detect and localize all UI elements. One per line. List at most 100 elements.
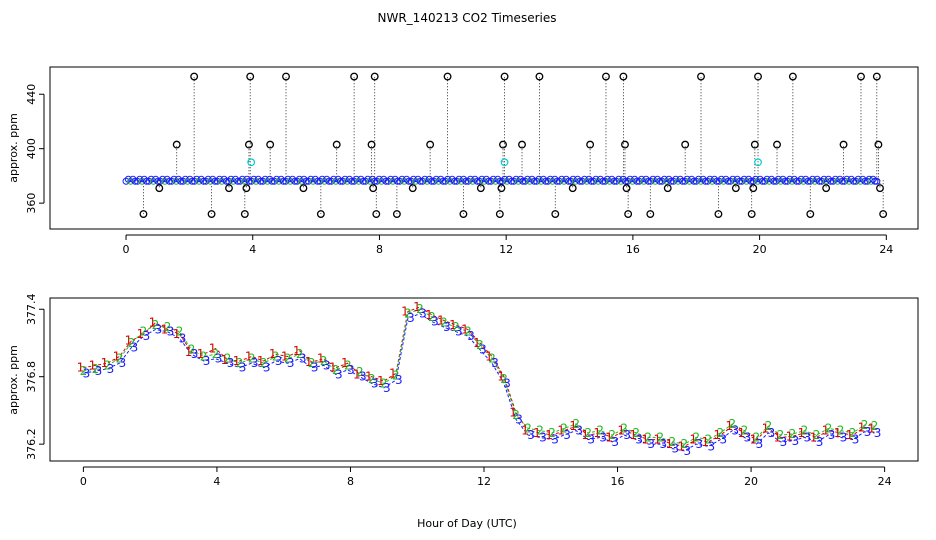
baseline-point	[478, 175, 486, 183]
x-tick-label: 0	[123, 243, 130, 256]
baseline-point	[494, 175, 502, 183]
series-3-marker: 3	[563, 428, 571, 442]
baseline-point	[368, 175, 376, 183]
baseline-point	[628, 177, 636, 185]
series-1-marker: 1	[173, 327, 181, 341]
series-1-marker: 1	[557, 424, 565, 438]
series-1-marker: 1	[341, 356, 349, 370]
baseline-point	[612, 177, 620, 185]
baseline-point	[425, 175, 433, 183]
series-line-3	[83, 313, 875, 452]
series-2-marker: 2	[152, 318, 160, 332]
baseline-point	[790, 175, 798, 183]
series-2-marker: 2	[560, 421, 568, 435]
baseline-point	[873, 177, 881, 185]
series-1-marker: 1	[521, 424, 529, 438]
outlier-point	[874, 140, 883, 149]
outlier-point	[535, 72, 544, 81]
outlier-point	[749, 184, 758, 193]
baseline-point	[793, 177, 801, 185]
baseline-point	[282, 177, 290, 185]
series-1-marker: 1	[77, 361, 85, 375]
series-1-marker: 1	[798, 426, 806, 440]
baseline-point	[165, 177, 173, 185]
baseline-point	[736, 177, 744, 185]
x-tick-label: 20	[753, 243, 767, 256]
baseline-point	[462, 177, 470, 185]
baseline-point	[758, 177, 766, 185]
outlier-point	[788, 72, 797, 81]
baseline-point	[722, 175, 730, 183]
baseline-point	[576, 177, 584, 185]
outlier-point	[459, 210, 468, 218]
baseline-point	[708, 177, 716, 185]
baseline-point	[742, 177, 750, 185]
baseline-point	[441, 177, 449, 185]
outlier-point	[225, 184, 233, 193]
series-1-marker: 1	[137, 327, 145, 341]
series-1-marker: 1	[822, 424, 830, 438]
baseline-point	[685, 177, 693, 185]
baseline-point	[325, 177, 333, 185]
baseline-point	[590, 177, 598, 185]
series-3-marker: 3	[467, 329, 475, 343]
baseline-point	[521, 177, 529, 185]
x-tick-label: 12	[499, 243, 513, 256]
baseline-point	[414, 175, 422, 183]
series-1-marker: 1	[221, 353, 229, 367]
baseline-point	[658, 177, 666, 185]
series-1-marker: 1	[209, 342, 217, 356]
baseline-point	[535, 175, 543, 183]
outlier-point	[872, 72, 881, 81]
baseline-point	[626, 175, 634, 183]
series-3-marker: 3	[551, 433, 559, 447]
baseline-point	[809, 175, 817, 183]
series-2-marker: 2	[104, 358, 112, 372]
baseline-point	[667, 177, 675, 185]
baseline-point	[362, 177, 370, 185]
baseline-point	[726, 177, 734, 185]
series-2-marker: 2	[693, 430, 701, 444]
series-1-marker: 1	[834, 426, 842, 440]
baseline-point	[688, 175, 696, 183]
baseline-point	[640, 177, 648, 185]
x-tick-label: 24	[879, 243, 893, 256]
baseline-point	[845, 177, 853, 185]
baseline-point	[555, 177, 563, 185]
baseline-point	[558, 175, 566, 183]
outlier-point	[392, 210, 401, 218]
series-2-marker: 2	[777, 428, 785, 442]
series-3-marker: 3	[287, 356, 295, 370]
baseline-point	[279, 177, 287, 185]
baseline-point	[124, 175, 132, 183]
baseline-point	[820, 175, 828, 183]
outlier-point	[714, 210, 723, 218]
baseline-point	[724, 177, 732, 185]
baseline-point	[343, 177, 351, 185]
baseline-point	[174, 175, 182, 183]
series-3-marker: 3	[874, 426, 882, 440]
series-3-marker: 3	[95, 364, 103, 378]
series-2-marker: 2	[871, 419, 879, 433]
baseline-point	[133, 177, 141, 185]
baseline-point	[733, 175, 741, 183]
baseline-point	[829, 177, 837, 185]
baseline-point	[713, 177, 721, 185]
baseline-point	[450, 177, 458, 185]
series-2-marker: 2	[392, 369, 400, 383]
series-1-marker: 1	[726, 419, 734, 433]
baseline-point	[455, 175, 463, 183]
series-1-marker: 1	[653, 433, 661, 447]
baseline-point	[143, 177, 151, 185]
baseline-point	[435, 177, 443, 185]
series-2-marker: 2	[813, 428, 821, 442]
baseline-point	[606, 177, 614, 185]
x-tick-label: 8	[376, 243, 383, 256]
baseline-point	[393, 177, 401, 185]
series-3-marker: 3	[792, 434, 800, 448]
baseline-point	[649, 175, 657, 183]
baseline-point	[298, 177, 306, 185]
baseline-point	[569, 175, 577, 183]
